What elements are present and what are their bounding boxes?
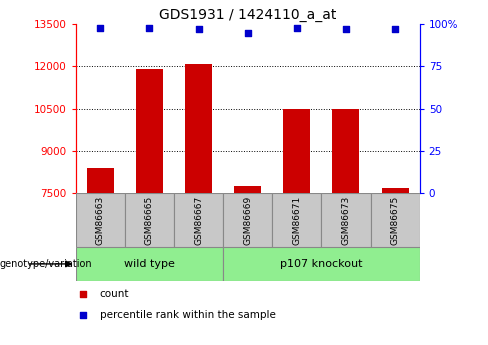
Text: GSM86665: GSM86665 [145,195,154,245]
Text: count: count [100,289,129,299]
Text: GSM86671: GSM86671 [292,195,301,245]
Point [195,27,203,32]
Bar [284,109,310,193]
Point [244,30,252,35]
Bar [87,168,114,193]
Text: GSM86667: GSM86667 [194,195,203,245]
FancyBboxPatch shape [76,193,125,247]
Text: percentile rank within the sample: percentile rank within the sample [100,310,276,320]
FancyBboxPatch shape [223,247,420,281]
Point [96,25,104,30]
Title: GDS1931 / 1424110_a_at: GDS1931 / 1424110_a_at [159,8,336,22]
Text: p107 knockout: p107 knockout [280,259,363,269]
Bar [382,188,408,193]
FancyBboxPatch shape [272,193,322,247]
FancyBboxPatch shape [322,193,370,247]
Text: genotype/variation: genotype/variation [0,259,93,269]
FancyBboxPatch shape [223,193,272,247]
Point [342,27,350,32]
FancyBboxPatch shape [370,193,420,247]
Text: GSM86669: GSM86669 [243,195,252,245]
Bar [234,186,261,193]
FancyBboxPatch shape [76,247,223,281]
Bar [332,109,360,193]
Text: GSM86675: GSM86675 [390,195,400,245]
FancyBboxPatch shape [125,193,174,247]
Bar [136,69,163,193]
Point [293,25,301,30]
Point [79,312,86,317]
Point [391,27,399,32]
Text: GSM86663: GSM86663 [96,195,105,245]
FancyBboxPatch shape [174,193,223,247]
Bar [185,63,212,193]
Point [145,25,153,30]
Text: GSM86673: GSM86673 [342,195,350,245]
Point [79,291,86,296]
Text: wild type: wild type [124,259,175,269]
